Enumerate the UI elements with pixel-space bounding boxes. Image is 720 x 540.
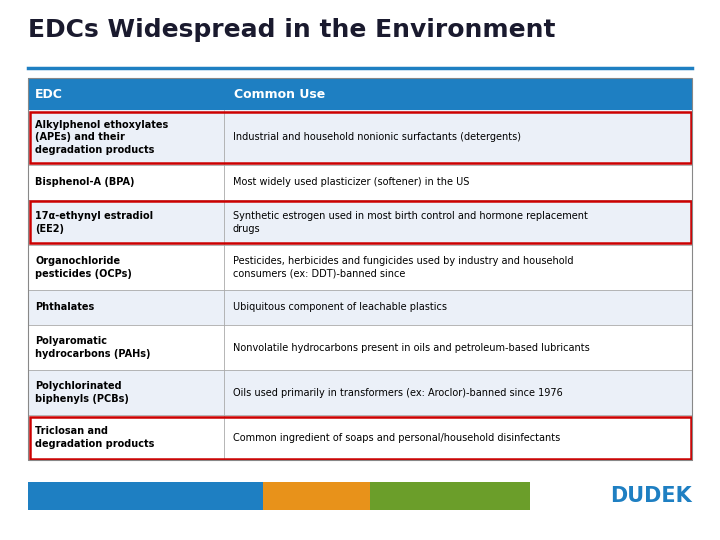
Text: Polychlorinated
biphenyls (PCBs): Polychlorinated biphenyls (PCBs) (35, 381, 129, 404)
Text: EDCs Widespread in the Environment: EDCs Widespread in the Environment (28, 18, 556, 42)
Bar (28, 290, 692, 325)
Bar (28, 110, 692, 165)
Bar (370, 482, 530, 510)
Bar (28, 482, 263, 510)
Text: Most widely used plasticizer (softener) in the US: Most widely used plasticizer (softener) … (233, 177, 469, 187)
Text: Common Use: Common Use (234, 87, 325, 100)
Bar (28, 325, 692, 370)
Bar (30, 416, 690, 458)
Text: Pesticides, herbicides and fungicides used by industry and household
consumers (: Pesticides, herbicides and fungicides us… (233, 256, 573, 279)
Bar (28, 165, 692, 200)
Bar (28, 245, 692, 290)
Bar (30, 201, 690, 244)
Text: Bisphenol-A (BPA): Bisphenol-A (BPA) (35, 177, 135, 187)
Text: Ubiquitous component of leachable plastics: Ubiquitous component of leachable plasti… (233, 302, 447, 313)
Bar (28, 415, 692, 460)
Text: Alkylphenol ethoxylates
(APEs) and their
degradation products: Alkylphenol ethoxylates (APEs) and their… (35, 119, 168, 155)
Bar (28, 200, 692, 245)
Text: Oils used primarily in transformers (ex: Aroclor)-banned since 1976: Oils used primarily in transformers (ex:… (233, 388, 562, 397)
Bar (28, 78, 692, 110)
Text: Synthetic estrogen used in most birth control and hormone replacement
drugs: Synthetic estrogen used in most birth co… (233, 211, 588, 234)
Text: Industrial and household nonionic surfactants (detergents): Industrial and household nonionic surfac… (233, 132, 521, 143)
Text: EDC: EDC (35, 87, 63, 100)
Bar (28, 78, 692, 460)
Text: Phthalates: Phthalates (35, 302, 94, 313)
Text: 17α-ethynyl estradiol
(EE2): 17α-ethynyl estradiol (EE2) (35, 211, 153, 234)
Text: Common ingredient of soaps and personal/household disinfectants: Common ingredient of soaps and personal/… (233, 433, 560, 442)
Text: Organochloride
pesticides (OCPs): Organochloride pesticides (OCPs) (35, 256, 132, 279)
Text: DUDEK: DUDEK (611, 486, 692, 506)
Text: Polyaromatic
hydrocarbons (PAHs): Polyaromatic hydrocarbons (PAHs) (35, 336, 150, 359)
Bar (263, 482, 370, 510)
Text: Triclosan and
degradation products: Triclosan and degradation products (35, 426, 154, 449)
Bar (28, 370, 692, 415)
Text: Nonvolatile hydrocarbons present in oils and petroleum-based lubricants: Nonvolatile hydrocarbons present in oils… (233, 342, 590, 353)
Bar (30, 111, 690, 163)
